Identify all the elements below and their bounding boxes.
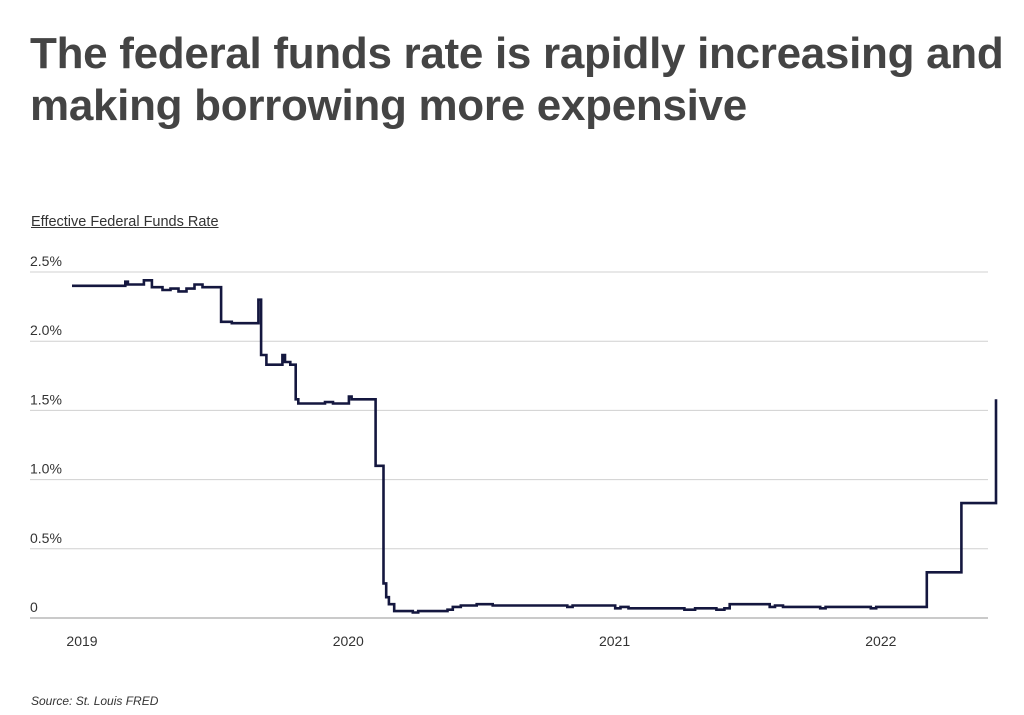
chart-subtitle: Effective Federal Funds Rate <box>31 214 219 230</box>
series-line <box>72 279 998 614</box>
y-tick-label: 1.0% <box>30 461 62 477</box>
y-tick-label: 0 <box>30 599 38 615</box>
gridlines <box>30 271 988 619</box>
x-axis-tick-labels: 2019 2020 2021 2022 <box>66 633 896 649</box>
y-axis-tick-labels: 0 0.5% 1.0% 1.5% 2.0% 2.5% <box>30 253 62 615</box>
y-tick-label: 2.0% <box>30 322 62 338</box>
x-tick-label: 2019 <box>66 633 97 649</box>
source-note: Source: St. Louis FRED <box>31 694 159 708</box>
x-tick-label: 2021 <box>599 633 630 649</box>
x-tick-label: 2022 <box>865 633 896 649</box>
y-tick-label: 2.5% <box>30 253 62 269</box>
series-group <box>72 279 998 614</box>
chart-title: The federal funds rate is rapidly increa… <box>30 29 1004 130</box>
y-tick-label: 1.5% <box>30 391 62 407</box>
y-tick-label: 0.5% <box>30 530 62 546</box>
x-tick-label: 2020 <box>333 633 364 649</box>
